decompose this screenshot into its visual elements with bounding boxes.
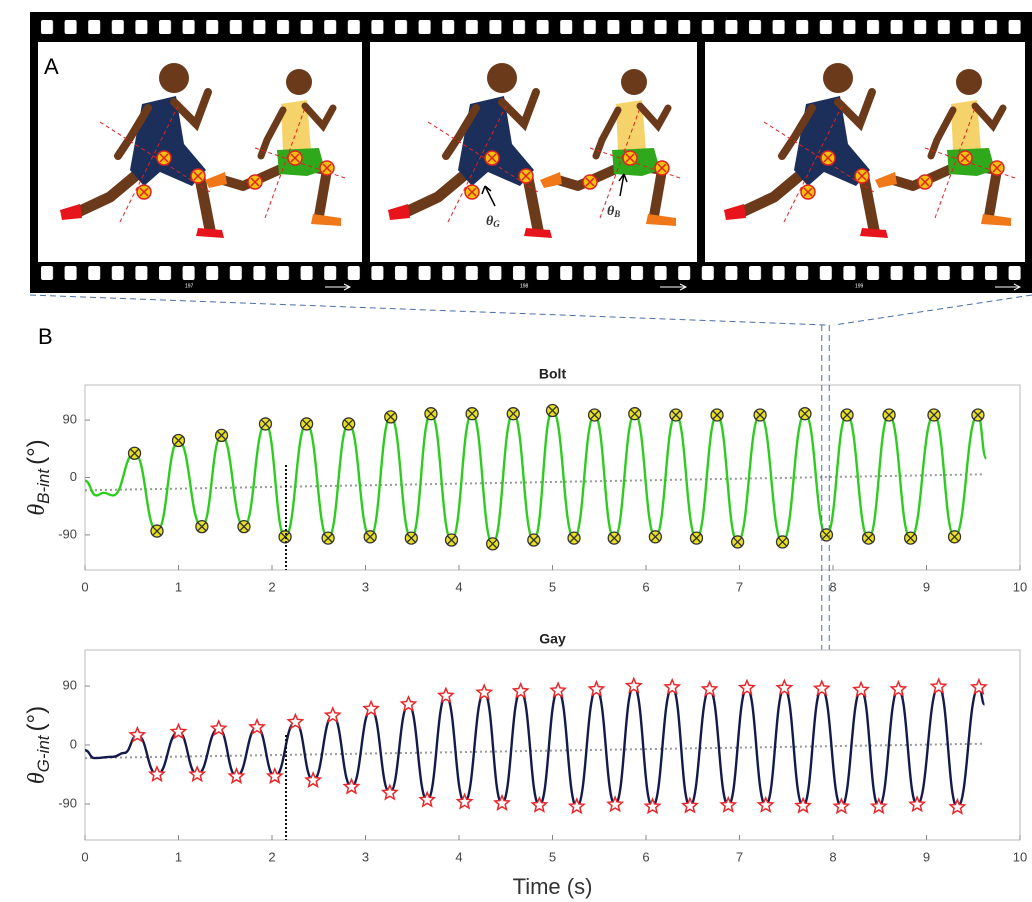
data-marker: [196, 521, 208, 533]
x-tick-label: 2: [268, 849, 275, 864]
x-tick-label: 4: [455, 579, 462, 594]
data-marker: [905, 532, 917, 544]
x-tick-label: 1: [175, 849, 182, 864]
y-axis-label: θB-int (°): [23, 439, 53, 515]
data-marker: [547, 405, 559, 417]
data-marker: [301, 418, 313, 430]
data-marker: [364, 531, 376, 543]
data-marker: [322, 532, 334, 544]
angle-sub: B: [613, 209, 620, 219]
x-tick-label: 5: [549, 579, 556, 594]
data-marker: [238, 521, 250, 533]
data-marker: [841, 409, 853, 421]
data-marker: [487, 538, 499, 550]
y-axis-unit: (°): [23, 439, 50, 465]
x-tick-label: 10: [1013, 579, 1027, 594]
panel-label: B: [38, 324, 53, 349]
x-axis-label: Time (s): [513, 874, 593, 899]
y-axis-sub: B-int: [34, 468, 53, 504]
data-marker: [711, 409, 723, 421]
x-tick-label: 9: [923, 849, 930, 864]
zoom-connector: [30, 295, 1032, 325]
frame-number: 197: [185, 283, 194, 289]
data-marker: [151, 525, 163, 537]
data-marker: [670, 409, 682, 421]
y-axis-sub: G-int: [34, 734, 53, 772]
y-tick-label: 90: [63, 412, 77, 427]
y-axis-label: θG-int (°): [23, 706, 53, 784]
data-marker: [972, 409, 984, 421]
y-tick-label: 0: [70, 469, 77, 484]
chart-title: Gay: [539, 631, 566, 647]
data-marker: [173, 435, 185, 447]
chart-title: Bolt: [539, 366, 567, 382]
x-tick-label: 8: [829, 579, 836, 594]
x-tick-label: 8: [829, 849, 836, 864]
data-marker: [928, 409, 940, 421]
x-tick-label: 0: [81, 849, 88, 864]
data-marker: [259, 418, 271, 430]
data-marker: [949, 531, 961, 543]
y-tick-label: -90: [58, 795, 77, 810]
x-tick-label: 2: [268, 579, 275, 594]
data-marker: [608, 532, 620, 544]
data-marker: [507, 408, 519, 420]
data-marker: [528, 534, 540, 546]
panel-a: θG θB 197 198 199 A: [30, 12, 1032, 293]
data-marker: [777, 536, 789, 548]
data-marker: [690, 532, 702, 544]
y-axis-symbol: θ: [24, 504, 50, 516]
x-tick-label: 9: [923, 579, 930, 594]
y-axis-unit: (°): [23, 706, 50, 732]
x-tick-label: 3: [362, 579, 369, 594]
x-tick-label: 1: [175, 579, 182, 594]
data-marker: [649, 531, 661, 543]
data-marker: [589, 409, 601, 421]
y-axis-symbol: θ: [24, 772, 50, 784]
data-marker: [629, 408, 641, 420]
data-marker: [446, 534, 458, 546]
data-marker: [883, 409, 895, 421]
data-marker: [466, 408, 478, 420]
data-marker: [129, 447, 141, 459]
data-marker: [343, 418, 355, 430]
data-marker: [754, 409, 766, 421]
data-marker: [799, 408, 811, 420]
x-tick-label: 7: [736, 849, 743, 864]
frame-number: 199: [855, 283, 864, 289]
x-tick-label: 3: [362, 849, 369, 864]
y-tick-label: 0: [70, 736, 77, 751]
angle-sub: G: [493, 219, 500, 229]
x-tick-label: 10: [1013, 849, 1027, 864]
data-marker: [863, 532, 875, 544]
data-marker: [385, 411, 397, 423]
x-tick-label: 7: [736, 579, 743, 594]
x-tick-label: 5: [549, 849, 556, 864]
x-tick-label: 6: [642, 579, 649, 594]
figure: θG θB 197 198 199 A B Bolt012345678910-9…: [0, 0, 1032, 902]
data-marker: [425, 408, 437, 420]
data-marker: [568, 532, 580, 544]
data-marker: [732, 536, 744, 548]
data-marker: [405, 532, 417, 544]
y-tick-label: -90: [58, 526, 77, 541]
y-tick-label: 90: [63, 677, 77, 692]
x-tick-label: 0: [81, 579, 88, 594]
data-marker: [216, 429, 228, 441]
frame-number: 198: [520, 283, 529, 289]
panel-label: A: [44, 54, 59, 79]
x-tick-label: 4: [455, 849, 462, 864]
x-tick-label: 6: [642, 849, 649, 864]
